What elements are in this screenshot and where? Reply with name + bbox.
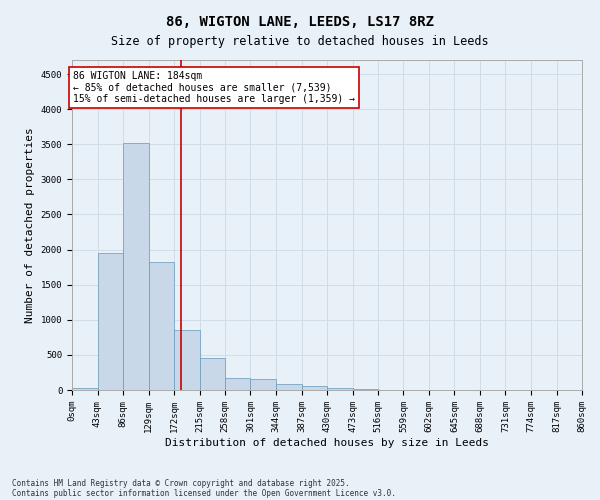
Bar (174, 330, 199, 390)
Bar (225, 378, 251, 390)
Bar (123, 143, 149, 390)
X-axis label: Distribution of detached houses by size in Leeds: Distribution of detached houses by size … (165, 438, 489, 448)
Y-axis label: Number of detached properties: Number of detached properties (25, 127, 35, 323)
Bar (276, 384, 302, 390)
Text: Contains public sector information licensed under the Open Government Licence v3: Contains public sector information licen… (12, 488, 396, 498)
Bar (149, 262, 174, 390)
Bar (302, 386, 327, 390)
Bar (199, 358, 225, 390)
Bar (327, 388, 353, 390)
Bar (251, 379, 276, 390)
Text: 86, WIGTON LANE, LEEDS, LS17 8RZ: 86, WIGTON LANE, LEEDS, LS17 8RZ (166, 15, 434, 29)
Bar (97, 253, 123, 390)
Text: Contains HM Land Registry data © Crown copyright and database right 2025.: Contains HM Land Registry data © Crown c… (12, 478, 350, 488)
Bar (353, 388, 378, 390)
Bar (72, 388, 97, 390)
Text: Size of property relative to detached houses in Leeds: Size of property relative to detached ho… (111, 35, 489, 48)
Text: 86 WIGTON LANE: 184sqm
← 85% of detached houses are smaller (7,539)
15% of semi-: 86 WIGTON LANE: 184sqm ← 85% of detached… (73, 70, 355, 104)
